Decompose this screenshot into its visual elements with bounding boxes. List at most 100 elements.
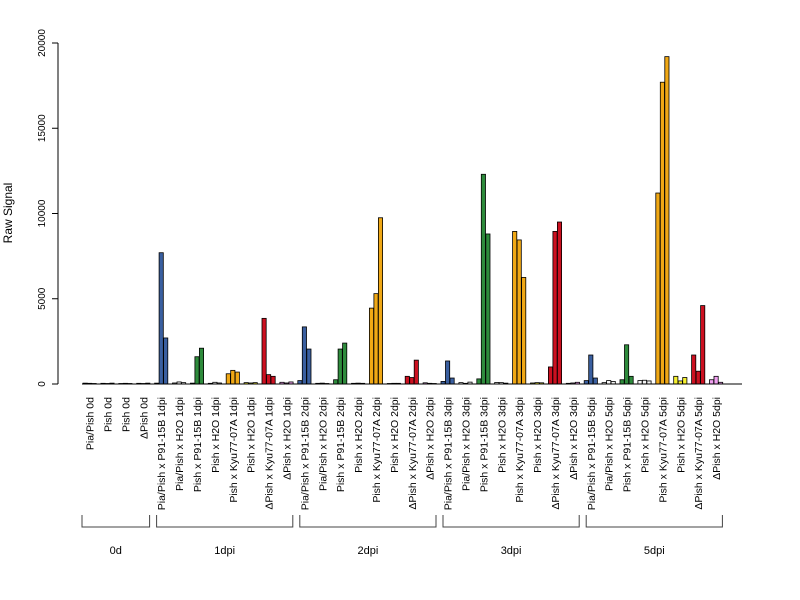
y-tick-label: 10000 <box>37 199 48 227</box>
bar <box>404 375 410 385</box>
x-tick-label: Pish x P91-15B 5dpi <box>622 397 634 492</box>
bar <box>516 239 522 385</box>
bar <box>485 233 491 385</box>
x-tick-label: ΔPish x Kyu77-07A 3dpi <box>550 397 562 510</box>
bar <box>163 337 169 385</box>
x-tick-label: Pish x H2O 3dpi <box>496 397 508 473</box>
bar <box>691 354 697 385</box>
bar <box>368 307 374 385</box>
bar <box>158 252 164 385</box>
x-tick-label: Pia/Pish x H2O 2dpi <box>317 397 329 491</box>
bar <box>445 360 451 385</box>
y-axis-label: Raw Signal <box>1 183 15 244</box>
group-label: 5dpi <box>644 545 665 557</box>
bar <box>512 231 518 385</box>
x-tick-label: Pia/Pish x H2O 5dpi <box>604 397 616 491</box>
bar <box>337 348 343 385</box>
bar <box>377 217 383 385</box>
bar <box>606 380 612 385</box>
group-bracket <box>81 515 151 528</box>
bar <box>624 344 630 385</box>
bar <box>476 378 482 385</box>
bars <box>82 56 724 385</box>
y-tick-label: 5000 <box>37 287 48 310</box>
bar <box>664 56 670 385</box>
bar <box>297 380 303 385</box>
x-tick-label: ΔPish 0d <box>138 397 150 439</box>
bar <box>709 379 715 385</box>
x-tick-label: Pish x P91-15B 1dpi <box>192 397 204 492</box>
x-tick-label: Pia/Pish x H2O 3dpi <box>461 397 473 491</box>
bar <box>642 379 648 385</box>
group-label: 3dpi <box>501 545 522 557</box>
bar <box>552 231 558 385</box>
bar <box>655 192 661 385</box>
group-bracket <box>299 515 437 528</box>
bar <box>659 81 665 385</box>
group-brackets: 0d 1dpi 2dpi 3dpi 5dpi <box>81 515 723 557</box>
x-tick-label: Pish x H2O 3dpi <box>532 397 544 473</box>
x-tick-label: Pish x Kyu77-07A 3dpi <box>514 397 526 503</box>
x-tick-label: Pia/Pish x P91-15B 5dpi <box>586 397 598 510</box>
bar <box>230 369 236 385</box>
bar <box>333 379 339 385</box>
bar <box>713 375 719 385</box>
bar <box>700 305 706 385</box>
bar <box>628 375 634 385</box>
bar <box>480 173 486 385</box>
x-tick-label: Pish x Kyu77-07A 5dpi <box>657 397 669 503</box>
x-tick-label: Pish x H2O 2dpi <box>353 397 365 473</box>
x-tick-label: Pish x H2O 1dpi <box>246 397 258 473</box>
bar <box>619 379 625 385</box>
x-tick-label: ΔPish x H2O 5dpi <box>711 397 723 480</box>
y-axis: 0 5000 10000 15000 20000 <box>37 29 59 387</box>
bar <box>673 375 679 385</box>
bar <box>449 377 455 385</box>
bar <box>342 342 348 385</box>
x-tick-label: ΔPish x H2O 3dpi <box>568 397 580 480</box>
x-tick-label: Pish x H2O 5dpi <box>640 397 652 473</box>
x-tick-label: Pish x H2O 1dpi <box>210 397 222 473</box>
group-label: 2dpi <box>358 545 379 557</box>
bar <box>306 348 312 385</box>
x-tick-label: ΔPish x Kyu77-07A 1dpi <box>264 397 276 510</box>
bar <box>583 380 589 385</box>
x-tick-labels: Pia/Pish 0d Pish 0d Pish 0d ΔPish 0d Pia/Pis… <box>85 397 723 510</box>
bar <box>266 374 272 385</box>
x-tick-label: ΔPish x Kyu77-07A 5dpi <box>693 397 705 510</box>
bar <box>637 380 643 385</box>
group-label: 1dpi <box>214 545 235 557</box>
x-tick-label: Pish 0d <box>103 397 115 432</box>
bar <box>261 317 267 385</box>
bar <box>198 347 204 385</box>
group-label: 0d <box>110 545 122 557</box>
x-tick-label: Pia/Pish x H2O 1dpi <box>174 397 186 491</box>
group-bracket <box>442 515 580 528</box>
y-tick-label: 15000 <box>37 114 48 142</box>
bar <box>548 366 554 385</box>
y-tick-label: 0 <box>37 381 48 387</box>
x-tick-label: Pish 0d <box>120 397 132 432</box>
group-bracket <box>585 515 723 528</box>
x-tick-label: ΔPish x H2O 2dpi <box>425 397 437 480</box>
group-bracket <box>156 515 294 528</box>
bar <box>521 277 527 385</box>
bar <box>588 354 594 385</box>
x-tick-label: Pia/Pish x P91-15B 3dpi <box>443 397 455 510</box>
bar <box>270 375 276 385</box>
bar <box>695 370 701 385</box>
bar <box>373 293 379 385</box>
bar <box>225 373 231 385</box>
x-tick-label: Pish x Kyu77-07A 1dpi <box>228 397 240 503</box>
x-tick-label: Pia/Pish x P91-15B 1dpi <box>156 397 168 510</box>
bar <box>413 359 419 385</box>
bar <box>592 377 598 385</box>
x-tick-label: ΔPish x Kyu77-07A 2dpi <box>407 397 419 510</box>
bar <box>194 356 200 385</box>
x-tick-label: Pia/Pish 0d <box>85 397 97 450</box>
x-tick-label: Pish x Kyu77-07A 2dpi <box>371 397 383 503</box>
bar <box>682 377 688 385</box>
x-tick-label: Pish x H2O 2dpi <box>389 397 401 473</box>
bar <box>301 326 307 385</box>
